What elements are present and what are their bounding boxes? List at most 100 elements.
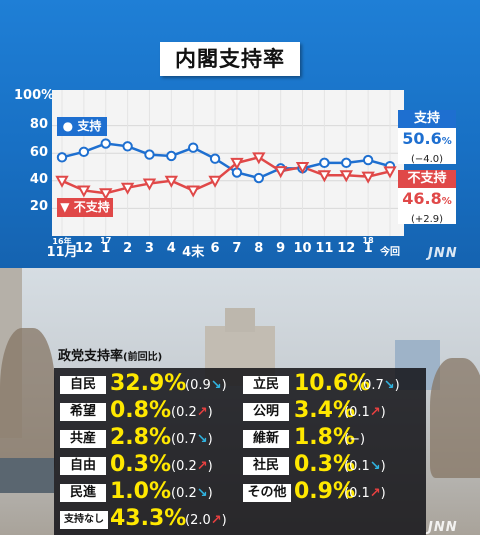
oppose-box-label: 不支持 [398, 170, 456, 188]
support-point [362, 154, 374, 166]
support-point [56, 152, 68, 163]
party-name: 共産 [60, 430, 106, 448]
x-tick-label: 8 [254, 241, 264, 256]
party-diff: (−) [344, 432, 366, 447]
x-tick-label: 7 [232, 241, 242, 256]
arrow-down-icon: ↘ [383, 378, 395, 393]
oppose-point [77, 185, 91, 198]
support-point [122, 141, 133, 152]
party-diff: (0.2↗) [171, 405, 213, 420]
party-name: 自民 [60, 376, 106, 394]
party-row: その他 0.9% (0.1↗) [54, 479, 426, 504]
line-chart [52, 90, 404, 236]
oppose-point [339, 170, 353, 183]
x-tick-label: 1 [101, 241, 111, 256]
oppose-point [361, 171, 375, 184]
oppose-point [208, 175, 222, 188]
arrow-up-icon: ↗ [196, 459, 208, 474]
x-tick-label: 9 [276, 241, 286, 256]
party-name: 公明 [243, 403, 289, 421]
party-diff: (0.2↗) [171, 459, 213, 474]
background-tree [430, 358, 480, 478]
year-marker: 17 [100, 236, 112, 245]
legend-support: ● 支持 [57, 117, 107, 136]
party-value: 32.9% [110, 371, 187, 396]
x-tick-label: 11月 [46, 245, 78, 260]
oppose-point [186, 185, 200, 198]
arrow-down-icon: ↘ [369, 459, 381, 474]
background-tree [0, 328, 55, 478]
arrow-down-icon: ↘ [196, 432, 208, 447]
support-box-diff: (−4.0) [410, 154, 444, 165]
x-tick-label: 4末 [182, 245, 205, 260]
party-value: 1.0% [110, 479, 172, 504]
party-diff: (0.1↗) [344, 405, 386, 420]
jnn-watermark: JNN [428, 520, 458, 535]
arrow-up-icon: ↗ [210, 513, 222, 528]
oppose-point [273, 166, 288, 179]
party-row: 民進 1.0% (0.2↘) [54, 479, 426, 504]
support-point [78, 146, 90, 158]
support-point [188, 142, 199, 153]
oppose-point [99, 188, 113, 201]
party-row: 共産 2.8% (0.7↘) [54, 425, 426, 450]
legend-oppose: ▼ 不支持 [57, 198, 113, 217]
x-tick-label: 1 [363, 241, 373, 256]
support-box-value: 50.6% [402, 129, 452, 148]
oppose-point [120, 182, 135, 195]
party-diff: (0.1↘) [344, 459, 386, 474]
party-value: 0.9% [294, 479, 356, 504]
oppose-box-diff: (+2.9) [410, 214, 444, 225]
party-name: 立民 [243, 376, 289, 394]
arrow-up-icon: ↗ [196, 405, 208, 420]
party-row: 維新 1.8% (−) [54, 425, 426, 450]
x-tick-label: 12 [337, 241, 356, 256]
y-tick-label: 40 [29, 172, 48, 187]
chart-title: 内閣支持率 [175, 47, 285, 71]
party-diff: (0.1↗) [344, 486, 386, 501]
party-row: 公明 3.4% (0.1↗) [54, 398, 426, 423]
party-diff: (0.9↘) [185, 378, 227, 393]
support-point [100, 138, 111, 149]
arrow-down-icon: ↘ [196, 486, 208, 501]
party-diff: (2.0↗) [185, 513, 227, 528]
oppose-point [295, 162, 310, 175]
party-value: 10.6% [294, 371, 371, 396]
oppose-point [164, 175, 179, 188]
y-tick-label: 80 [29, 117, 48, 132]
oppose-point [230, 157, 244, 170]
party-name: 支持なし [60, 511, 108, 529]
party-panel-title: 政党支持率(前回比) [58, 349, 163, 364]
chart-panel: 内閣支持率 100% 80 60 40 20 ● 支持 ▼ 不支持 11月 12 1… [0, 0, 480, 268]
arrow-up-icon: ↗ [369, 486, 381, 501]
party-name: 社民 [243, 457, 289, 475]
party-value: 43.3% [110, 506, 187, 531]
support-box-label: 支持 [398, 110, 456, 128]
support-point [341, 157, 352, 169]
party-diff: (0.7↘) [358, 378, 400, 393]
party-value: 2.8% [110, 425, 172, 450]
background-vehicle [0, 458, 54, 493]
x-tick-label: 2 [123, 241, 133, 256]
arrow-up-icon: ↗ [369, 405, 381, 420]
party-diff: (0.7↘) [171, 432, 213, 447]
x-tick-label: 6 [210, 241, 220, 256]
legend-oppose-text: 不支持 [73, 200, 110, 214]
party-value: 0.3% [110, 452, 172, 477]
x-tick-label: 今回 [380, 247, 400, 258]
y-tick-label: 60 [29, 145, 48, 160]
y-tick-label: 20 [29, 199, 48, 214]
oppose-point [142, 178, 157, 191]
party-support-panel: 政党支持率(前回比) 自民 32.9% (0.9↘) 立民 10.6% (0.7↘) 希望 0… [0, 268, 480, 535]
party-row: 立民 10.6% (0.7↘) [54, 371, 426, 396]
y-tick-label: 100% [14, 88, 55, 103]
jnn-watermark: JNN [428, 246, 458, 261]
support-point [253, 172, 265, 184]
party-name: 維新 [243, 430, 289, 448]
party-value: 0.3% [294, 452, 356, 477]
year-marker: 18 [362, 236, 374, 245]
x-tick-label: 12 [74, 241, 93, 256]
year-marker: 16年 [52, 237, 72, 246]
party-name: 希望 [60, 403, 106, 421]
support-line [61, 142, 391, 180]
